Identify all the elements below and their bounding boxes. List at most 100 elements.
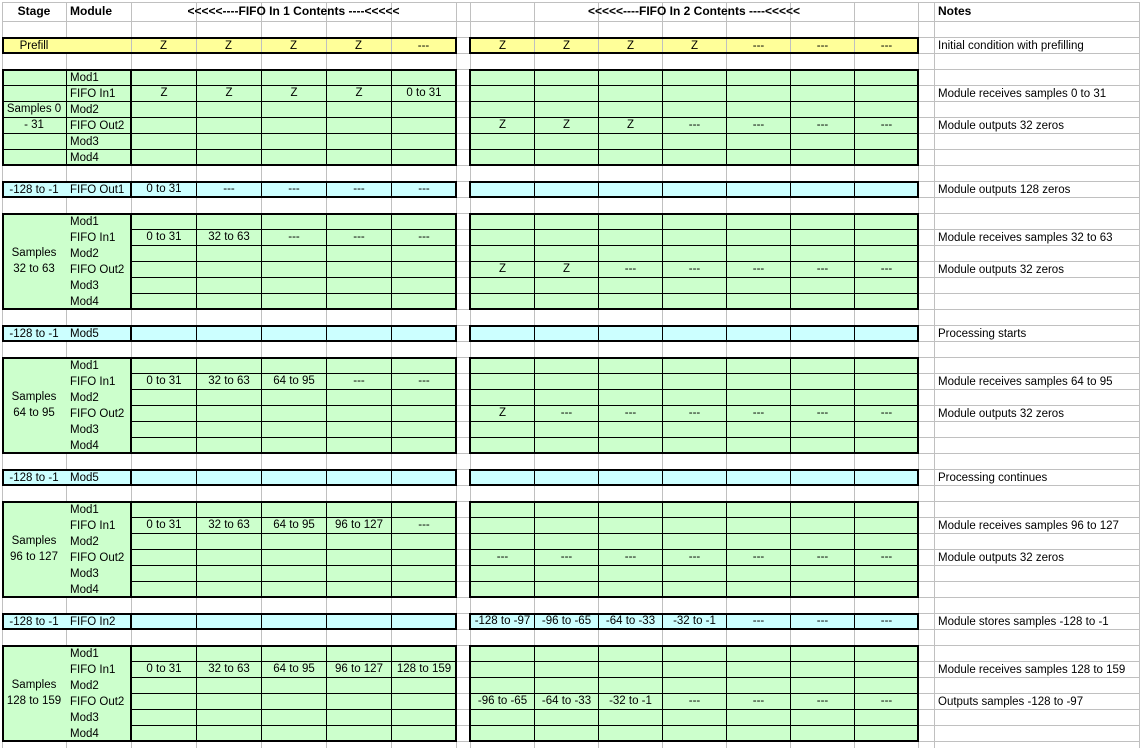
fifo1-cell [261, 421, 327, 438]
fifo2-cell: --- [598, 549, 663, 566]
fifo1-cell [326, 501, 392, 518]
fifo2-cell: Z [534, 261, 599, 278]
module-label: FIFO Out2 [70, 552, 125, 564]
fifo1-cell: 32 to 63 [196, 229, 262, 246]
cell-separator [854, 39, 855, 52]
fifo2-cell [854, 85, 919, 102]
fifo1-cell [261, 645, 327, 662]
fifo1-cell [131, 117, 197, 134]
fifo1-cell [196, 117, 262, 134]
fifo1-cell [326, 117, 392, 134]
module-label: Mod2 [70, 104, 99, 116]
note-text: Module outputs 32 zeros [938, 120, 1064, 132]
fifo1-cell: --- [391, 229, 457, 246]
fifo2-cell [854, 293, 919, 310]
fifo2-cell [534, 677, 599, 694]
fifo2-cell [534, 229, 599, 246]
label-divider [130, 357, 132, 454]
fifo2-cell [534, 645, 599, 662]
fifo2-cell [726, 581, 791, 598]
fifo2-cell [534, 101, 599, 118]
fifo1-cell [131, 709, 197, 726]
fifo1-cell: 0 to 31 [391, 85, 457, 102]
fifo1-cell [131, 581, 197, 598]
fifo1-cell [391, 565, 457, 582]
fifo2-cell [662, 421, 727, 438]
module-label: Mod4 [70, 440, 99, 452]
fifo2-cell: --- [854, 693, 919, 710]
fifo2-cell [726, 677, 791, 694]
fifo1-cell [326, 581, 392, 598]
module-label: Mod3 [70, 424, 99, 436]
bar-fifo1-cell [391, 613, 457, 630]
fifo1-cell [196, 357, 262, 374]
note-text: Module outputs 32 zeros [938, 264, 1064, 276]
bar-fifo2-cell [854, 181, 919, 198]
bar-fifo2-cell: -128 to -97 [470, 613, 535, 630]
bar-fifo2-cell: --- [854, 613, 919, 630]
prefill-fifo1-cell: Z [159, 40, 168, 52]
fifo2-cell [470, 421, 535, 438]
note-text: Initial condition with prefilling [938, 40, 1084, 52]
fifo2-cell [470, 133, 535, 150]
fifo2-cell [534, 277, 599, 294]
column-header-stage: Stage [17, 4, 51, 18]
fifo2-cell [790, 501, 855, 518]
fifo1-cell [131, 693, 197, 710]
fifo1-cell [131, 389, 197, 406]
fifo2-cell: --- [662, 549, 727, 566]
fifo2-cell [534, 661, 599, 678]
fifo2-cell [470, 517, 535, 534]
fifo1-cell [326, 133, 392, 150]
fifo1-cell [196, 693, 262, 710]
fifo2-cell [854, 277, 919, 294]
fifo1-cell [261, 261, 327, 278]
fifo2-cell [790, 389, 855, 406]
v-gridline [1139, 2, 1140, 748]
module-label: Mod2 [70, 680, 99, 692]
fifo2-cell [854, 533, 919, 550]
bar-fifo1-cell: 0 to 31 [131, 181, 197, 198]
fifo1-cell [391, 437, 457, 454]
fifo2-cell [470, 229, 535, 246]
bar-stage-label: -128 to -1 [9, 472, 59, 484]
fifo1-cell [131, 213, 197, 230]
fifo2-cell: Z [598, 117, 663, 134]
fifo-in2-header: <<<<<----FIFO In 2 Contents ----<<<<< [587, 4, 801, 18]
stage-label-line: Samples 0 [6, 103, 62, 115]
fifo2-cell [790, 85, 855, 102]
fifo1-cell [391, 213, 457, 230]
fifo1-cell [326, 101, 392, 118]
fifo1-cell [391, 405, 457, 422]
module-label: FIFO Out2 [70, 120, 125, 132]
fifo2-cell [534, 149, 599, 166]
fifo1-cell: --- [326, 373, 392, 390]
bar-stage-label: -128 to -1 [9, 328, 59, 340]
fifo2-cell [598, 133, 663, 150]
fifo1-cell [261, 405, 327, 422]
module-label: Mod3 [70, 280, 99, 292]
fifo2-cell: --- [534, 405, 599, 422]
fifo1-cell [391, 357, 457, 374]
fifo1-cell: --- [326, 229, 392, 246]
fifo2-cell [470, 709, 535, 726]
fifo2-cell [598, 565, 663, 582]
fifo1-cell [391, 261, 457, 278]
fifo2-cell [534, 357, 599, 374]
fifo1-cell: 64 to 95 [261, 517, 327, 534]
bar-fifo2-cell [726, 181, 791, 198]
fifo2-cell: --- [662, 117, 727, 134]
cell-separator [391, 39, 392, 52]
fifo2-cell [598, 69, 663, 86]
cell-separator [326, 39, 327, 52]
fifo2-cell [854, 133, 919, 150]
fifo1-cell [196, 565, 262, 582]
fifo2-cell [598, 437, 663, 454]
cell-separator [726, 39, 727, 52]
note-text: Module outputs 32 zeros [938, 408, 1064, 420]
module-label: FIFO Out2 [70, 696, 125, 708]
fifo1-cell [196, 677, 262, 694]
fifo1-cell [326, 261, 392, 278]
fifo2-cell [662, 85, 727, 102]
fifo2-cell [662, 373, 727, 390]
